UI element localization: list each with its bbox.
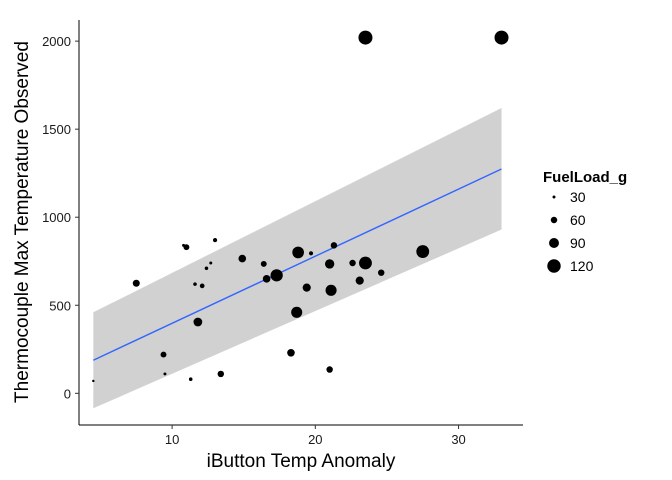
- y-tick-label: 1500: [42, 122, 71, 137]
- data-point: [262, 275, 271, 283]
- y-axis-title: Thermocouple Max Temperature Observed: [12, 41, 33, 403]
- data-point: [204, 266, 209, 271]
- data-point: [358, 30, 373, 45]
- data-point: [193, 282, 197, 286]
- data-point: [330, 242, 338, 249]
- legend-label: 30: [570, 189, 586, 205]
- legend-key: [552, 195, 556, 199]
- trend-line: [93, 168, 502, 361]
- data-point: [355, 276, 364, 285]
- data-point: [287, 348, 295, 357]
- legend-key: [550, 216, 558, 224]
- legend-key: [549, 238, 559, 248]
- data-point: [302, 283, 311, 292]
- data-point: [193, 317, 203, 327]
- data-point: [209, 261, 213, 265]
- data-point: [132, 279, 140, 287]
- data-point: [324, 259, 335, 269]
- data-point: [260, 260, 267, 267]
- data-point: [291, 306, 303, 318]
- x-tick-label: 30: [451, 432, 465, 447]
- data-point: [308, 251, 314, 256]
- y-tick-label: 500: [49, 298, 71, 313]
- data-point: [160, 351, 167, 358]
- data-point: [212, 238, 218, 243]
- data-point: [238, 254, 247, 263]
- data-point: [199, 283, 205, 289]
- legend-label: 120: [570, 258, 594, 274]
- axes: 10 20 30 0 500 1000 1500 2000: [42, 20, 523, 447]
- legend-label: 60: [570, 212, 586, 228]
- data-point: [270, 269, 283, 282]
- data-point: [349, 259, 356, 267]
- data-point: [377, 269, 385, 276]
- x-tick-label: 20: [308, 432, 322, 447]
- scatter-points: [92, 30, 509, 383]
- data-point: [325, 284, 337, 296]
- data-point: [217, 370, 225, 378]
- data-point: [92, 379, 95, 383]
- data-point: [163, 372, 167, 376]
- data-point: [359, 256, 372, 270]
- y-tick-label: 0: [64, 386, 71, 401]
- data-point: [183, 244, 190, 251]
- data-point: [188, 377, 193, 381]
- size-legend: FuelLoad_g 30 60 90 120: [543, 169, 627, 274]
- data-point: [416, 245, 430, 258]
- legend-label: 90: [570, 235, 586, 251]
- y-tick-label: 2000: [42, 34, 71, 49]
- data-point: [292, 246, 304, 259]
- trend-line-layer: [93, 168, 502, 361]
- x-tick-label: 10: [165, 432, 179, 447]
- data-point: [326, 366, 333, 373]
- x-axis-title: iButton Temp Anomaly: [207, 451, 396, 472]
- legend-key: [547, 259, 561, 273]
- legend-title: FuelLoad_g: [543, 169, 627, 186]
- y-tick-label: 1000: [42, 210, 71, 225]
- data-point: [494, 30, 509, 45]
